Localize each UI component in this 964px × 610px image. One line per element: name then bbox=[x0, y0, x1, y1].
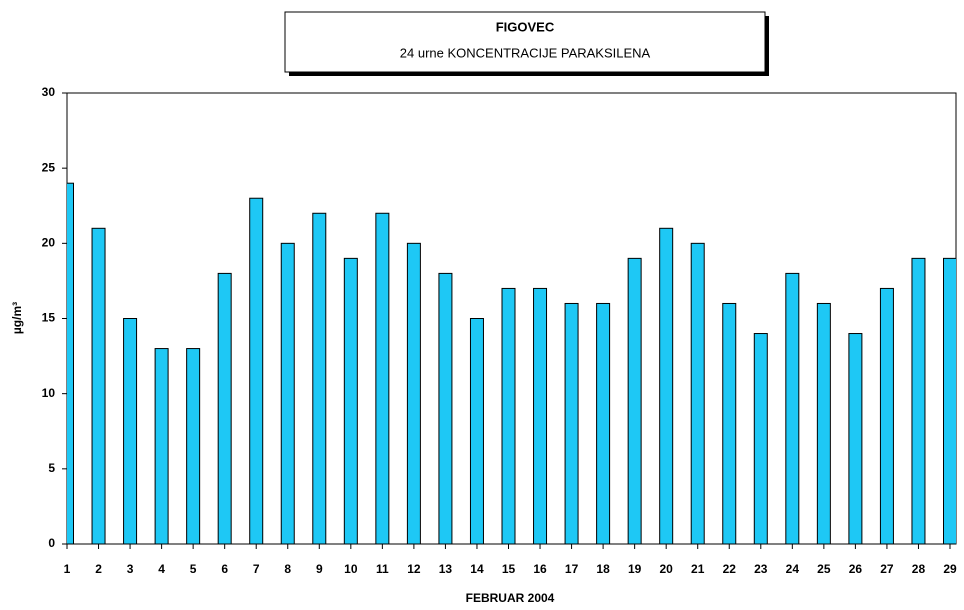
chart-subtitle: 24 urne KONCENTRACIJE PARAKSILENA bbox=[400, 45, 651, 60]
y-tick-label: 10 bbox=[42, 386, 56, 400]
bar bbox=[469, 318, 484, 544]
y-tick-label: 0 bbox=[48, 536, 55, 550]
bar bbox=[249, 197, 264, 544]
bar bbox=[123, 318, 138, 544]
y-tick-label: 5 bbox=[48, 461, 55, 475]
bar bbox=[722, 302, 737, 544]
x-tick-label: 10 bbox=[344, 562, 358, 576]
bar bbox=[816, 302, 831, 544]
x-tick-label: 11 bbox=[376, 562, 389, 576]
x-tick-label: 21 bbox=[691, 562, 705, 576]
x-tick-label: 1 bbox=[64, 562, 71, 576]
x-tick-label: 9 bbox=[316, 562, 323, 576]
bar bbox=[217, 272, 232, 544]
x-tick-label: 3 bbox=[127, 562, 134, 576]
y-tick-label: 25 bbox=[42, 160, 56, 174]
bar bbox=[753, 333, 768, 544]
bars bbox=[67, 182, 956, 544]
x-tick-label: 24 bbox=[786, 562, 800, 576]
bar bbox=[406, 242, 421, 544]
bar bbox=[533, 287, 548, 544]
x-tick-label: 28 bbox=[912, 562, 926, 576]
x-tick-label: 23 bbox=[754, 562, 768, 576]
bar bbox=[785, 272, 800, 544]
x-tick-label: 29 bbox=[943, 562, 957, 576]
x-tick-label: 15 bbox=[502, 562, 516, 576]
x-tick-label: 6 bbox=[221, 562, 228, 576]
bar bbox=[375, 212, 390, 544]
x-tick-label: 18 bbox=[596, 562, 610, 576]
y-tick-label: 15 bbox=[42, 311, 56, 325]
bar bbox=[564, 302, 579, 544]
x-axis-label: FEBRUAR 2004 bbox=[466, 591, 555, 605]
x-tick-label: 13 bbox=[439, 562, 453, 576]
bar bbox=[659, 227, 674, 544]
x-tick-label: 7 bbox=[253, 562, 260, 576]
x-tick-label: 5 bbox=[190, 562, 197, 576]
x-tick-label: 27 bbox=[880, 562, 894, 576]
bar bbox=[690, 242, 705, 544]
bar bbox=[879, 287, 894, 544]
bar bbox=[312, 212, 327, 544]
x-tick-label: 8 bbox=[284, 562, 291, 576]
x-tick-label: 25 bbox=[817, 562, 831, 576]
bar bbox=[91, 227, 106, 544]
y-tick-label: 30 bbox=[42, 85, 56, 99]
x-tick-label: 17 bbox=[565, 562, 579, 576]
x-tick-label: 26 bbox=[849, 562, 863, 576]
bar bbox=[943, 257, 956, 544]
bar bbox=[848, 333, 863, 544]
x-tick-label: 20 bbox=[659, 562, 673, 576]
y-tick-label: 20 bbox=[42, 236, 56, 250]
bar bbox=[67, 182, 74, 544]
bar bbox=[186, 348, 201, 544]
x-tick-label: 4 bbox=[158, 562, 165, 576]
bar bbox=[438, 272, 453, 544]
bar bbox=[343, 257, 358, 544]
bar bbox=[596, 302, 611, 544]
x-tick-label: 14 bbox=[470, 562, 484, 576]
y-axis-label: µg/m³ bbox=[10, 302, 24, 334]
x-tick-label: 12 bbox=[407, 562, 421, 576]
x-tick-label: 16 bbox=[533, 562, 547, 576]
x-tick-label: 19 bbox=[628, 562, 642, 576]
chart-title: FIGOVEC bbox=[496, 19, 555, 34]
title-box bbox=[284, 11, 766, 73]
bar bbox=[280, 242, 295, 544]
x-tick-label: 2 bbox=[95, 562, 102, 576]
bar bbox=[911, 257, 926, 544]
bar bbox=[627, 257, 642, 544]
bar bbox=[501, 287, 516, 544]
x-tick-label: 22 bbox=[723, 562, 737, 576]
bar bbox=[154, 348, 169, 544]
